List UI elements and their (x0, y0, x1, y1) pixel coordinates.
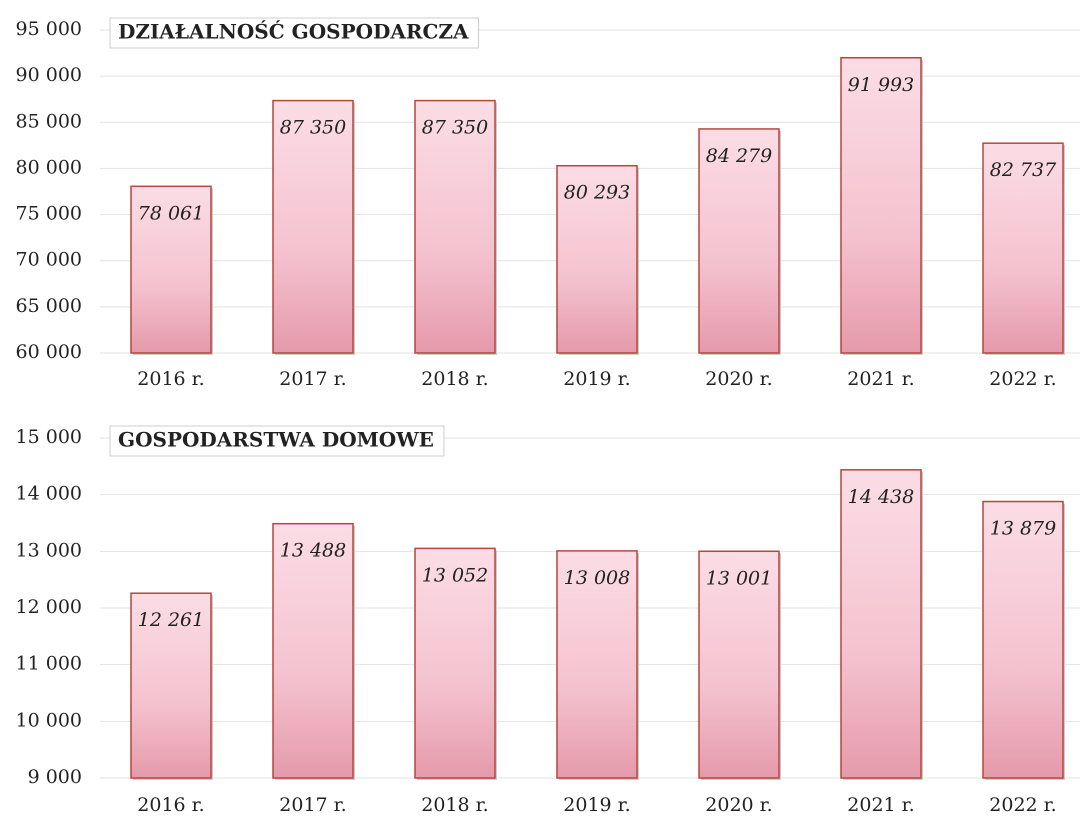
bar (130, 592, 212, 779)
y-tick-label: 9 000 (28, 766, 82, 788)
x-tick-label: 2016 r. (137, 794, 204, 816)
value-label: 13 008 (564, 567, 630, 589)
value-label: 84 279 (706, 145, 772, 167)
bar (272, 99, 354, 354)
value-label: 87 350 (422, 117, 488, 139)
x-tick-label: 2021 r. (847, 368, 914, 390)
bar (272, 522, 354, 779)
title-box (109, 425, 445, 457)
y-tick-label: 95 000 (16, 18, 82, 40)
bar (982, 500, 1064, 779)
x-tick-label: 2018 r. (421, 794, 488, 816)
x-tick-label: 2022 r. (989, 368, 1056, 390)
value-label: 82 737 (990, 159, 1057, 181)
bar (414, 547, 496, 779)
y-tick-label: 65 000 (16, 295, 82, 317)
value-label: 91 993 (848, 74, 914, 96)
value-label: 13 879 (990, 518, 1056, 540)
value-label: 13 488 (280, 540, 346, 562)
y-tick-label: 13 000 (16, 539, 82, 561)
y-tick-label: 10 000 (16, 709, 82, 731)
value-label: 78 061 (138, 202, 204, 224)
x-tick-label: 2016 r. (137, 368, 204, 390)
x-tick-label: 2017 r. (279, 794, 346, 816)
y-tick-label: 12 000 (16, 596, 82, 618)
value-label: 13 052 (422, 564, 488, 586)
value-label: 80 293 (564, 182, 630, 204)
y-tick-label: 14 000 (16, 483, 82, 505)
x-tick-label: 2020 r. (705, 368, 772, 390)
bar (982, 142, 1064, 354)
bar (556, 550, 638, 779)
value-label: 87 350 (280, 117, 346, 139)
x-tick-label: 2018 r. (421, 368, 488, 390)
bar (414, 99, 496, 354)
bar (840, 57, 922, 354)
x-tick-label: 2019 r. (563, 794, 630, 816)
chart-title: GOSPODARSTWA DOMOWE (118, 428, 434, 452)
value-label: 13 001 (706, 567, 772, 589)
chart-title: DZIAŁALNOŚĆ GOSPODARCZA (118, 19, 469, 44)
x-tick-label: 2020 r. (705, 794, 772, 816)
value-label: 12 261 (138, 609, 204, 631)
x-tick-label: 2019 r. (563, 368, 630, 390)
title-box (109, 17, 480, 49)
bar (840, 469, 922, 779)
x-tick-label: 2021 r. (847, 794, 914, 816)
bar (130, 185, 212, 354)
y-tick-label: 70 000 (16, 249, 82, 271)
y-tick-label: 60 000 (16, 341, 82, 363)
y-tick-label: 15 000 (16, 426, 82, 448)
x-tick-label: 2022 r. (989, 794, 1056, 816)
bar (698, 550, 780, 779)
bar (556, 164, 638, 354)
y-tick-label: 85 000 (16, 110, 82, 132)
y-tick-label: 75 000 (16, 203, 82, 225)
y-tick-label: 90 000 (16, 64, 82, 86)
value-label: 14 438 (848, 486, 914, 508)
bar (698, 128, 780, 354)
y-tick-label: 11 000 (16, 653, 82, 675)
y-tick-label: 80 000 (16, 156, 82, 178)
x-tick-label: 2017 r. (279, 368, 346, 390)
